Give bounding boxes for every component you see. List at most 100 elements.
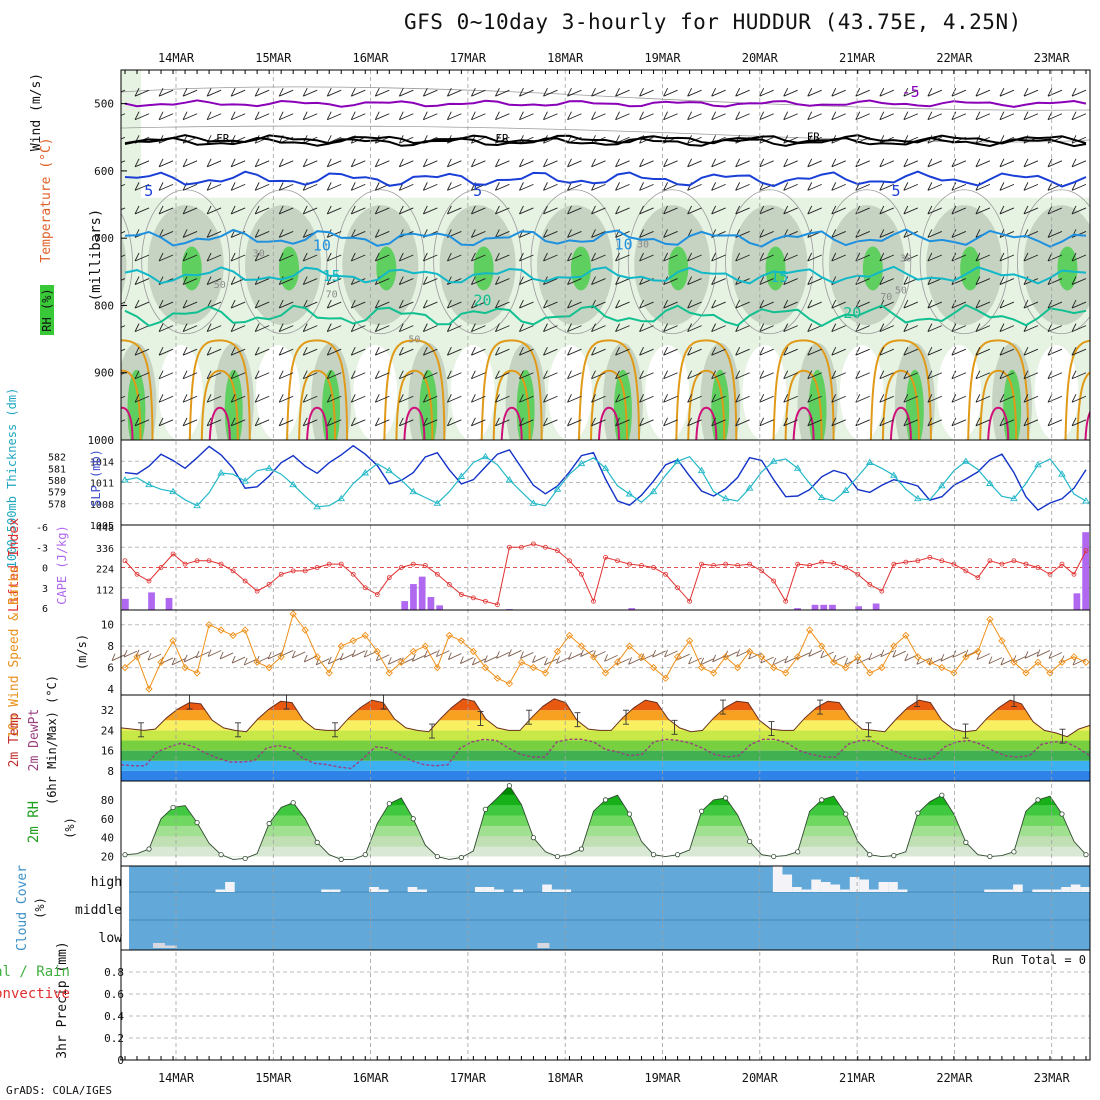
- cloud-high-bar: [417, 889, 427, 892]
- wind-barb: [975, 252, 991, 262]
- rh-dry-core: [158, 344, 203, 440]
- rh-contour: [121, 212, 133, 311]
- rh-green-blob: [1057, 246, 1078, 291]
- wind-barb: [927, 111, 943, 121]
- wind-barb: [591, 394, 606, 403]
- wind-barb: [687, 417, 702, 427]
- wind10-marker: [349, 637, 357, 645]
- li-marker: [230, 568, 236, 574]
- wind-barb: [999, 394, 1015, 403]
- wind-barb: [422, 299, 438, 309]
- wind-barb: [182, 87, 198, 97]
- cape-bar: [418, 576, 426, 610]
- thickness-marker: [409, 487, 418, 495]
- wind-barb: [711, 158, 726, 168]
- wind-barb: [422, 205, 438, 215]
- rh-contour-label: 50: [408, 334, 420, 345]
- li-line: [124, 543, 1087, 606]
- cloud-bg: [129, 866, 1090, 950]
- wind-barb: [951, 87, 967, 97]
- temp-contour-30: [687, 369, 726, 440]
- axis-titles: Wind (m/s)Temperature (°C) RH (%) (milliba…: [0, 73, 104, 1059]
- bottom-date-label: 14MAR: [158, 1071, 195, 1085]
- rh-dry-core: [645, 344, 690, 440]
- thickness-marker: [457, 472, 466, 479]
- temp-tick: 32: [101, 704, 114, 717]
- wind-barb: [1023, 158, 1039, 168]
- wind-barb: [687, 111, 702, 121]
- wind-barb: [302, 87, 318, 97]
- wind-tick: 4: [107, 683, 114, 696]
- wind-barb: [1047, 417, 1063, 427]
- wind-barb: [494, 417, 510, 427]
- wind-barb: [158, 182, 174, 191]
- wind-barb: [134, 252, 150, 262]
- wind-barb: [350, 370, 366, 380]
- wind-barb: [182, 417, 198, 427]
- wind-barb: [519, 370, 534, 380]
- cloud-low-bar: [165, 945, 178, 948]
- rh-contour: [335, 189, 425, 335]
- cloud-high-bar: [513, 889, 524, 892]
- thickness-marker: [337, 494, 346, 502]
- bottom-date-label: 18MAR: [547, 1071, 584, 1085]
- temp-isoline: [124, 228, 1087, 248]
- wind10-marker: [157, 658, 165, 666]
- wind-barb: [134, 346, 150, 356]
- wind-barb: [639, 182, 654, 191]
- wind10-barb: [868, 652, 882, 661]
- rh-dry-core: [1034, 344, 1079, 440]
- temp-contour-25: [675, 339, 738, 440]
- rh-marker: [915, 810, 921, 816]
- thickness-marker: [649, 487, 658, 495]
- cloud-high-bar: [484, 887, 495, 892]
- wind-barb: [711, 87, 726, 97]
- wind-barb: [735, 417, 750, 427]
- wind10-marker: [770, 663, 778, 672]
- cloud-high-bar: [820, 882, 831, 892]
- wind-barb: [975, 370, 991, 380]
- wind-barb: [1071, 417, 1087, 427]
- slp-tick: 1005: [90, 521, 114, 532]
- cape-bar: [855, 606, 863, 610]
- wind-barb: [422, 111, 438, 121]
- wind-barb: [711, 252, 726, 262]
- slp-tick: 1014: [90, 457, 114, 468]
- cape-tick: 224: [96, 565, 114, 576]
- wind-barb: [446, 205, 462, 215]
- wind-barb: [422, 417, 438, 427]
- thickness-marker: [841, 486, 850, 493]
- wind-barb: [999, 252, 1015, 262]
- wind-barb: [278, 346, 294, 356]
- minmax-bar: [526, 709, 532, 725]
- cape-bar: [811, 604, 819, 610]
- wind-barb: [735, 394, 750, 403]
- wind-barb: [374, 417, 390, 427]
- wind-barb: [134, 394, 150, 403]
- temp-contour-25: [286, 339, 349, 440]
- li-marker: [783, 598, 789, 604]
- temp-tick: 16: [101, 745, 114, 758]
- wind-barb: [783, 346, 798, 356]
- wind-barb: [374, 229, 390, 238]
- wind-tick: 10: [101, 619, 114, 632]
- precip-tick: 0.8: [104, 966, 124, 979]
- wind-barb: [879, 276, 894, 285]
- wind10-marker: [1046, 669, 1054, 677]
- wind-barb: [494, 323, 510, 333]
- wind-barb: [999, 205, 1015, 215]
- rh-marker: [410, 816, 416, 822]
- wind-barb: [121, 113, 126, 116]
- wind-barb: [446, 299, 462, 309]
- rh-green-blob: [668, 246, 689, 291]
- wind-barb: [230, 346, 246, 356]
- li-marker: [951, 561, 957, 567]
- wind-barb: [855, 346, 870, 356]
- wind10-marker: [950, 669, 958, 677]
- cape-bar: [436, 605, 443, 610]
- li-marker: [314, 565, 320, 570]
- wind-barb: [927, 346, 943, 356]
- cape-bar: [122, 598, 129, 610]
- wind-barb: [831, 205, 846, 215]
- wind-barb: [999, 346, 1015, 356]
